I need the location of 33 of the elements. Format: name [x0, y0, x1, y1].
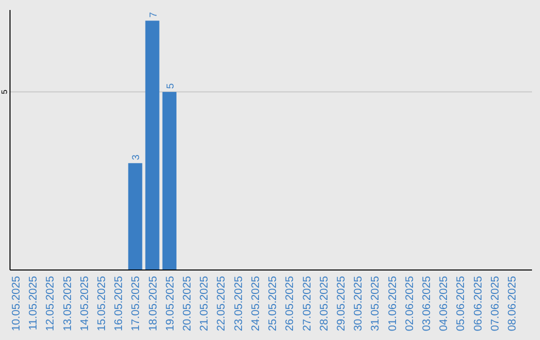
x-tick-label: 26.05.2025: [284, 276, 296, 332]
x-tick-label: 21.05.2025: [198, 276, 211, 332]
x-tick-label: 22.05.2025: [216, 276, 228, 332]
x-tick-label: 15.05.2025: [96, 276, 108, 332]
x-tick-label: 04.06.2025: [438, 276, 450, 332]
x-tick-label: 11.05.2025: [28, 276, 40, 330]
x-tick-label: 05.06.2025: [455, 276, 468, 332]
x-tick-label: 03.06.2025: [420, 276, 433, 332]
data-label: 7: [148, 12, 160, 18]
x-tick-label: 07.06.2025: [489, 276, 502, 332]
x-tick-label: 29.05.2025: [335, 276, 348, 332]
x-tick-label: 02.06.2025: [404, 276, 416, 332]
x-tick-label: 10.05.2025: [10, 276, 23, 332]
x-tick-label: 13.05.2025: [62, 276, 74, 332]
x-tick-label: 14.05.2025: [78, 276, 91, 332]
data-label: 3: [131, 154, 142, 160]
x-tick-label: 30.05.2025: [352, 276, 365, 332]
x-tick-label: 20.05.2025: [182, 276, 194, 332]
x-tick-label: 18.05.2025: [147, 276, 160, 332]
x-tick-label: 25.05.2025: [267, 276, 280, 332]
x-tick-label: 12.05.2025: [44, 276, 57, 332]
x-tick-label: 31.05.2025: [370, 276, 382, 332]
x-tick-label: 06.06.2025: [472, 276, 484, 332]
x-tick-label: 17.05.2025: [130, 276, 142, 332]
x-tick-label: 01.06.2025: [386, 276, 399, 332]
data-label: 5: [165, 82, 176, 89]
x-tick-label: 28.05.2025: [318, 276, 330, 332]
x-tick-label: 23.05.2025: [232, 276, 245, 332]
x-tick-label: 24.05.2025: [250, 276, 262, 332]
x-tick-label: 27.05.2025: [301, 276, 314, 332]
x-tick-label: 16.05.2025: [113, 276, 126, 332]
x-tick-label: 19.05.2025: [164, 276, 176, 332]
x-tick-label: 08.06.2025: [506, 276, 518, 332]
